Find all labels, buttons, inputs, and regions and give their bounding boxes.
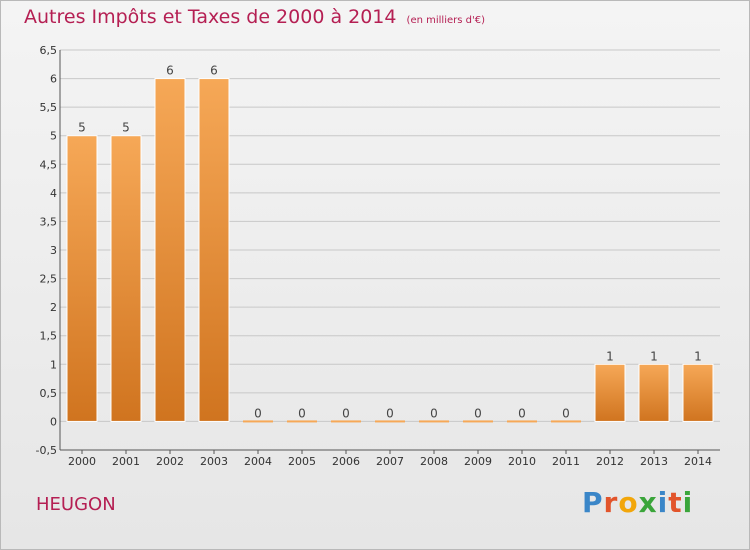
x-tick-label: 2005 (288, 455, 316, 468)
logo-letter: P (582, 486, 604, 519)
location-label: HEUGON (36, 494, 116, 515)
x-tick-label: 2006 (332, 455, 360, 468)
logo-letter: i (657, 486, 669, 519)
x-tick-label: 2001 (112, 455, 140, 468)
bar-value-label: 0 (430, 406, 438, 420)
bar (66, 135, 98, 422)
logo-letter: r (603, 486, 619, 519)
bar (287, 420, 317, 423)
bar (243, 420, 273, 423)
bar-value-label: 5 (122, 121, 130, 135)
chart-subtitle: (en milliers d'€) (406, 15, 485, 26)
bar-value-label: 6 (166, 64, 174, 78)
bar-value-label: 0 (474, 406, 482, 420)
bar (638, 363, 670, 422)
bar-value-label: 5 (78, 121, 86, 135)
bar (419, 420, 449, 423)
y-tick-label: -0,5 (36, 444, 57, 457)
y-tick-label: 1 (50, 358, 57, 371)
bar (682, 363, 714, 422)
bar-value-label: 0 (562, 406, 570, 420)
x-tick-label: 2007 (376, 455, 404, 468)
bar (331, 420, 361, 423)
y-tick-label: 0 (50, 415, 57, 428)
logo-letter: i (682, 486, 694, 519)
y-tick-label: 4,5 (40, 158, 58, 171)
x-tick-label: 2002 (156, 455, 184, 468)
bar (154, 78, 186, 422)
x-tick-label: 2010 (508, 455, 536, 468)
chart-title: Autres Impôts et Taxes de 2000 à 2014 (e… (24, 6, 485, 28)
bar-value-label: 0 (254, 406, 262, 420)
y-tick-label: 6 (50, 73, 57, 86)
y-tick-label: 0,5 (40, 387, 58, 400)
bar (551, 420, 581, 423)
bar (463, 420, 493, 423)
y-tick-label: 5,5 (40, 101, 58, 114)
x-tick-label: 2000 (68, 455, 96, 468)
logo-letter: x (638, 486, 658, 519)
bar (594, 363, 626, 422)
bar-value-label: 0 (298, 406, 306, 420)
y-tick-label: 6,5 (40, 44, 58, 57)
x-tick-label: 2003 (200, 455, 228, 468)
y-tick-label: 5 (50, 130, 57, 143)
logo-letter: o (618, 486, 639, 519)
x-tick-label: 2009 (464, 455, 492, 468)
x-tick-label: 2012 (596, 455, 624, 468)
x-tick-label: 2011 (552, 455, 580, 468)
x-tick-label: 2008 (420, 455, 448, 468)
bar-value-label: 1 (694, 349, 702, 363)
bar-value-label: 1 (650, 349, 658, 363)
y-tick-label: 1,5 (40, 330, 58, 343)
bar-value-label: 6 (210, 64, 218, 78)
bar-value-label: 0 (386, 406, 394, 420)
y-tick-label: 2 (50, 301, 57, 314)
y-tick-label: 2,5 (40, 273, 58, 286)
y-tick-label: 3 (50, 244, 57, 257)
bar (507, 420, 537, 423)
logo-letter: t (668, 486, 683, 519)
bar (110, 135, 142, 422)
bar-value-label: 0 (342, 406, 350, 420)
bar (375, 420, 405, 423)
y-tick-label: 3,5 (40, 215, 58, 228)
x-tick-label: 2014 (684, 455, 712, 468)
proxiti-logo: Proxiti (582, 486, 693, 519)
bar-value-label: 0 (518, 406, 526, 420)
x-tick-label: 2013 (640, 455, 668, 468)
bar (198, 78, 230, 422)
y-tick-label: 4 (50, 187, 57, 200)
bar-value-label: 1 (606, 349, 614, 363)
chart-title-text: Autres Impôts et Taxes de 2000 à 2014 (24, 6, 397, 28)
x-tick-label: 2004 (244, 455, 272, 468)
